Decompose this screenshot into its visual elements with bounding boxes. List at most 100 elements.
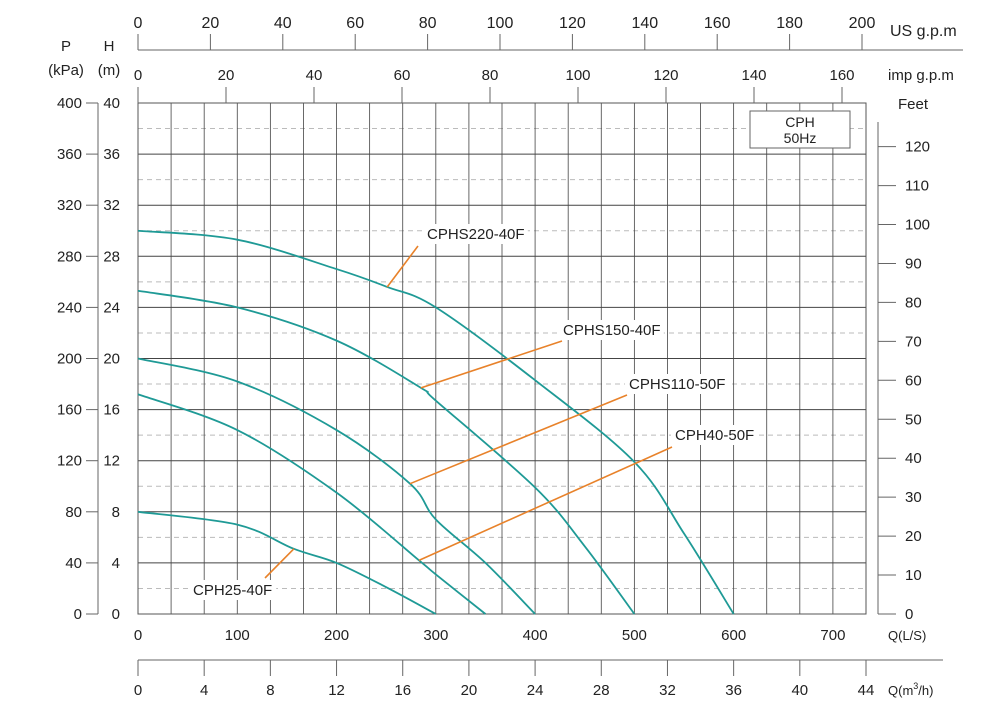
head-tick-label: 36 — [103, 146, 120, 163]
head-axis-label-top: H — [104, 38, 115, 55]
flow-tick-label: 600 — [721, 627, 746, 644]
m3h-label-suffix: /h) — [918, 683, 933, 698]
leader-line — [386, 245, 419, 288]
leader-line — [418, 446, 673, 562]
imp-gpm-tick-label: 100 — [565, 67, 590, 84]
flow-tick-label: 100 — [225, 627, 250, 644]
imp-gpm-tick-label: 120 — [653, 67, 678, 84]
us-gpm-tick-label: 160 — [704, 15, 731, 32]
flow-axis-label: Q(L/S) — [888, 628, 926, 643]
legend-line2: 50Hz — [784, 130, 817, 146]
flow-tick-label: 0 — [134, 627, 142, 644]
feet-tick-label: 10 — [905, 567, 922, 584]
m3h-tick-label: 16 — [394, 682, 411, 699]
flow-tick-label: 400 — [523, 627, 548, 644]
head-axis-unit: (m) — [98, 62, 121, 79]
head-tick-label: 8 — [112, 504, 120, 521]
us-gpm-axis-label: US g.p.m — [890, 23, 957, 40]
imp-gpm-tick-label: 60 — [394, 67, 411, 84]
grid — [137, 102, 867, 615]
imp-gpm-tick-label: 80 — [482, 67, 499, 84]
legend-box: CPH 50Hz — [749, 110, 851, 149]
feet-tick-label: 40 — [905, 450, 922, 467]
head-tick-label: 0 — [112, 606, 120, 623]
legend-line1: CPH — [785, 114, 815, 130]
curve-cph25-40f — [137, 510, 437, 615]
curve-label: CPH25-40F — [193, 582, 272, 599]
flow-tick-label: 500 — [622, 627, 647, 644]
pressure-tick-label: 0 — [74, 606, 82, 623]
us-gpm-tick-label: 180 — [776, 15, 803, 32]
feet-tick-label: 90 — [905, 255, 922, 272]
label-background — [671, 425, 759, 445]
m3h-tick-label: 40 — [791, 682, 808, 699]
pressure-tick-label: 120 — [57, 453, 82, 470]
us-gpm-tick-label: 40 — [274, 15, 292, 32]
us-gpm-tick-label: 200 — [849, 15, 876, 32]
label-background — [423, 224, 528, 244]
m3h-label-prefix: Q(m — [888, 683, 913, 698]
label-background — [625, 374, 730, 394]
m3h-axis-label: Q(m3/h) — [888, 681, 933, 698]
m3h-tick-label: 28 — [593, 682, 610, 699]
m3h-tick-label: 20 — [461, 682, 478, 699]
leader-line — [409, 394, 628, 485]
m3h-tick-label: 24 — [527, 682, 544, 699]
flow-tick-label: 200 — [324, 627, 349, 644]
pressure-axis-label-top: P — [61, 38, 71, 55]
pressure-tick-label: 240 — [57, 299, 82, 316]
feet-tick-label: 30 — [905, 489, 922, 506]
pressure-tick-label: 400 — [57, 95, 82, 112]
curve-labels: CPHS220-40F CPHS150-40F CPHS110-50F CPH40-5… — [189, 224, 759, 600]
head-tick-label: 20 — [103, 351, 120, 368]
label-background — [559, 320, 664, 340]
us-gpm-tick-label: 120 — [559, 15, 586, 32]
head-tick-label: 40 — [103, 95, 120, 112]
feet-tick-label: 120 — [905, 139, 930, 156]
imp-gpm-tick-label: 40 — [306, 67, 323, 84]
curve-cphs220-40f — [137, 229, 735, 615]
flow-tick-label: 300 — [423, 627, 448, 644]
us-gpm-tick-label: 140 — [631, 15, 658, 32]
head-tick-label: 12 — [103, 453, 120, 470]
flow-tick-label: 700 — [820, 627, 845, 644]
pressure-tick-label: 320 — [57, 197, 82, 214]
pressure-axis-unit: (kPa) — [48, 62, 84, 79]
m3h-tick-label: 44 — [858, 682, 875, 699]
pressure-tick-label: 40 — [65, 555, 82, 572]
us-gpm-tick-label: 0 — [134, 15, 143, 32]
pressure-tick-label: 200 — [57, 351, 82, 368]
feet-tick-label: 60 — [905, 372, 922, 389]
feet-tick-label: 50 — [905, 411, 922, 428]
curve-cph40-50f — [137, 393, 487, 615]
pressure-tick-label: 80 — [65, 504, 82, 521]
curve-label: CPHS110-50F — [629, 376, 725, 393]
curves — [137, 229, 735, 615]
head-tick-label: 28 — [103, 248, 120, 265]
imp-gpm-tick-label: 20 — [218, 67, 235, 84]
feet-tick-label: 20 — [905, 528, 922, 545]
imp-gpm-tick-label: 160 — [829, 67, 854, 84]
m3h-tick-label: 36 — [725, 682, 742, 699]
head-tick-label: 24 — [103, 299, 120, 316]
leader-line — [420, 340, 563, 389]
m3h-tick-label: 32 — [659, 682, 676, 699]
feet-tick-label: 80 — [905, 294, 922, 311]
curve-cphs150-40f — [137, 289, 636, 615]
head-tick-label: 32 — [103, 197, 120, 214]
leader-line — [264, 548, 295, 579]
feet-axis-label: Feet — [898, 96, 929, 113]
pressure-tick-label: 160 — [57, 402, 82, 419]
imp-gpm-axis-label: imp g.p.m — [888, 67, 954, 84]
m3h-tick-label: 8 — [266, 682, 274, 699]
feet-tick-label: 100 — [905, 217, 930, 234]
curve-label: CPHS220-40F — [427, 226, 525, 243]
label-background — [189, 580, 277, 600]
m3h-tick-label: 4 — [200, 682, 208, 699]
curve-cphs110-50f — [137, 357, 536, 615]
us-gpm-tick-label: 20 — [202, 15, 220, 32]
pressure-tick-label: 360 — [57, 146, 82, 163]
pressure-tick-label: 280 — [57, 248, 82, 265]
